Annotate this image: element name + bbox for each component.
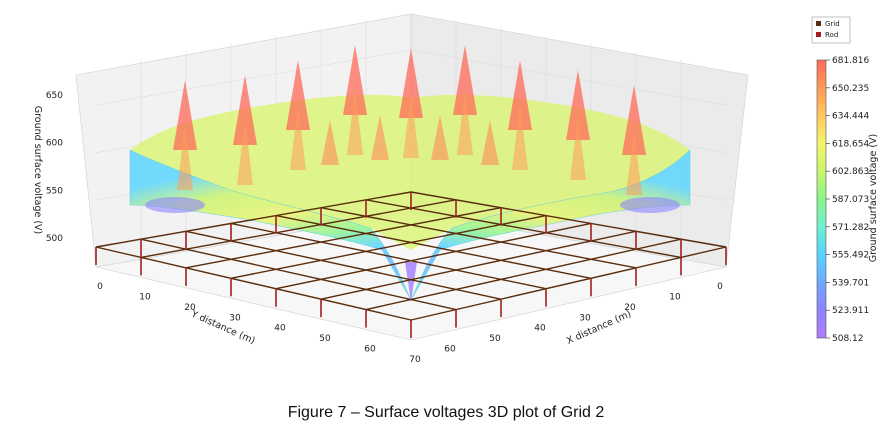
colorbar-tick-label: 634.444 (832, 112, 869, 122)
grid-conductor (275, 222, 592, 290)
surface-peak (173, 80, 197, 150)
surface-peak (347, 90, 363, 155)
surface-center-dip (405, 262, 417, 302)
y-tick-label: 50 (319, 334, 331, 344)
grid-conductor (410, 191, 727, 248)
surface-peak (237, 120, 253, 185)
surface-dip (145, 197, 205, 213)
colorbar-tick-label: 571.282 (832, 223, 869, 233)
surface-peak (403, 93, 419, 158)
colorbar-tick-label: 587.073 (832, 195, 869, 205)
surface-peak (570, 115, 586, 180)
z-tick-label: 600 (46, 139, 63, 149)
grid-conductor (365, 238, 682, 311)
figure-caption: Figure 7 – Surface voltages 3D plot of G… (287, 404, 605, 421)
surface-peak (290, 105, 306, 170)
x-tick-label: 40 (534, 324, 546, 334)
y-tick-label: 0 (97, 282, 103, 292)
surface-peak (286, 60, 310, 130)
grounding-grid (95, 191, 727, 321)
z-tick-label: 550 (46, 186, 63, 196)
grounding-rods (95, 192, 727, 338)
colorbar-tick-label: 555.492 (832, 251, 869, 261)
surface-rim (129, 149, 691, 301)
grid-conductor (365, 199, 682, 259)
grid-conductor (185, 207, 502, 269)
y-tick-label: 60 (364, 345, 376, 355)
y-axis-label: Y distance (m) (188, 308, 256, 346)
legend-swatch-grid (816, 21, 821, 26)
y-tick-label: 70 (409, 355, 421, 365)
surface-peaks (173, 45, 646, 195)
surface-peak (343, 45, 367, 115)
surface-peak (566, 70, 590, 140)
surface-peak (481, 120, 499, 165)
colorbar-tick-label: 618.654 (832, 139, 869, 149)
surface-peak (177, 125, 193, 190)
x-tick-label: 10 (669, 292, 681, 302)
surface-peak (321, 120, 339, 165)
colorbar-tick-label: 539.701 (832, 278, 869, 288)
grid-conductor (95, 191, 412, 248)
y-axis-ticks: 0 10 20 30 40 50 60 70 (97, 282, 421, 365)
y-tick-label: 40 (274, 324, 286, 334)
surface-plateau (130, 94, 690, 250)
z-tick-label: 650 (46, 91, 63, 101)
surface-peak (233, 75, 257, 145)
surface-peak (371, 115, 389, 160)
colorbar-tick-label: 508.12 (832, 334, 864, 344)
x-axis-ticks: 0 10 20 30 40 50 60 (444, 282, 723, 355)
grid-conductor (230, 214, 547, 279)
colorbar-ticks: 681.816 650.235 634.444 618.654 602.863 587.0… (826, 56, 869, 344)
grid-conductor (275, 214, 592, 279)
legend-swatch-rod (816, 32, 821, 37)
surface-peak (622, 85, 646, 155)
x-tick-label: 0 (717, 282, 723, 292)
grid-conductor (185, 230, 502, 300)
colorbar: 681.816 650.235 634.444 618.654 602.863 587.0… (816, 56, 879, 344)
x-tick-label: 30 (579, 313, 591, 323)
z-tick-label: 500 (46, 234, 63, 244)
surface-peak (399, 48, 423, 118)
colorbar-tick-label: 681.816 (832, 56, 869, 66)
grid-conductor (320, 207, 637, 269)
colorbar-tick-label: 602.863 (832, 167, 869, 177)
legend-label-grid: Grid (825, 20, 840, 28)
voltage-surface (129, 45, 691, 302)
z-axis-ticks: 500 550 600 650 (46, 91, 63, 244)
surface-peak (508, 60, 532, 130)
grid-conductor (320, 230, 637, 300)
grid-conductor (140, 238, 457, 311)
legend-label-rod: Rod (825, 31, 838, 39)
grid-conductor (410, 246, 727, 321)
y-tick-label: 10 (139, 292, 151, 302)
surface-peak (431, 115, 449, 160)
surface-peak (626, 130, 642, 195)
y-tick-label: 20 (184, 303, 196, 313)
colorbar-tick-label: 650.235 (832, 84, 869, 94)
z-axis-label: Ground surface voltage (V) (32, 106, 43, 235)
x-tick-label: 50 (489, 334, 501, 344)
x-tick-label: 60 (444, 345, 456, 355)
grid-conductor (140, 199, 457, 259)
legend: Grid Rod (811, 16, 851, 44)
colorbar-label: Ground surface voltage (V) (868, 134, 879, 263)
colorbar-tick-label: 523.911 (832, 306, 869, 316)
grid-conductor (95, 246, 412, 321)
surface-dip (620, 197, 680, 213)
surface-peak (457, 90, 473, 155)
surface-peak (453, 45, 477, 115)
x-axis-label: X distance (m) (565, 309, 633, 347)
colorbar-scale (816, 59, 827, 339)
y-tick-label: 30 (229, 313, 241, 323)
x-tick-label: 20 (624, 303, 636, 313)
grid-conductor (230, 222, 547, 290)
surface-peak (512, 105, 528, 170)
